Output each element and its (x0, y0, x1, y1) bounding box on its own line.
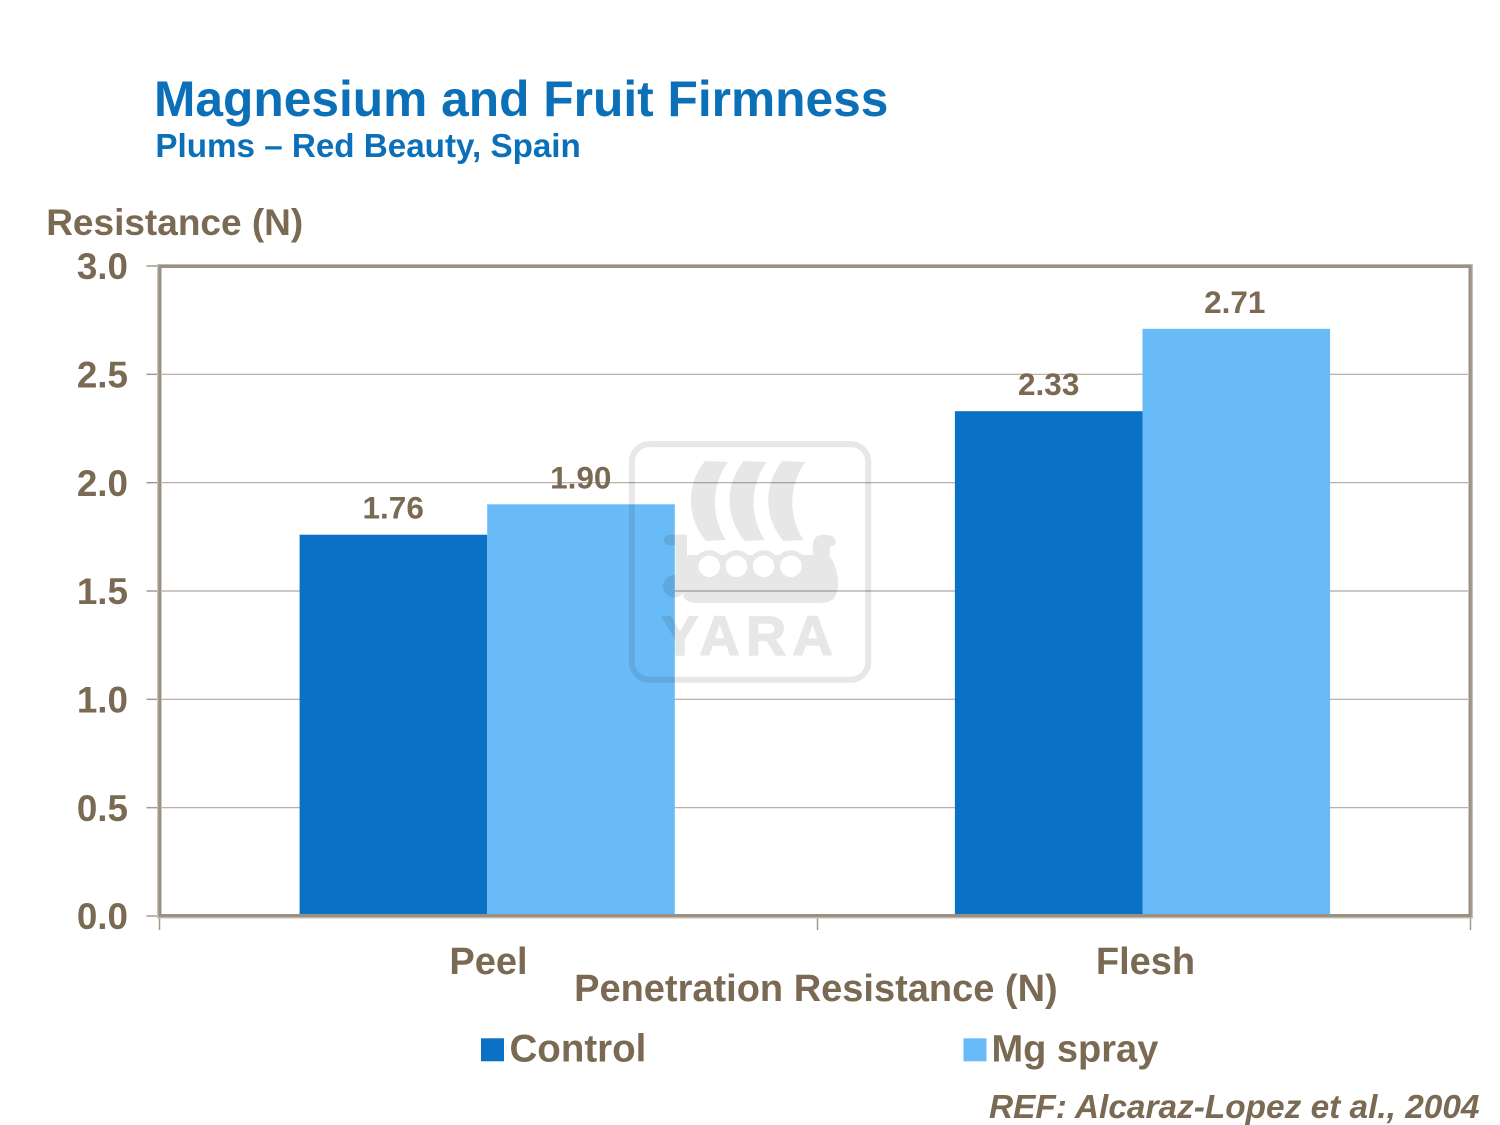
svg-text:1.90: 1.90 (550, 459, 611, 495)
svg-text:2.71: 2.71 (1204, 284, 1265, 320)
svg-text:1.5: 1.5 (77, 571, 128, 612)
svg-text:Resistance (N): Resistance (N) (46, 202, 303, 243)
svg-text:Flesh: Flesh (1096, 941, 1195, 983)
svg-text:Mg spray: Mg spray (992, 1029, 1159, 1071)
svg-text:0.5: 0.5 (77, 788, 128, 829)
svg-text:0.0: 0.0 (77, 896, 128, 937)
svg-text:2.0: 2.0 (77, 463, 128, 504)
svg-text:Control: Control (510, 1028, 647, 1071)
svg-text:Peel: Peel (449, 941, 527, 983)
svg-text:Plums – Red Beauty, Spain: Plums – Red Beauty, Spain (155, 128, 580, 165)
svg-text:YARA: YARA (661, 604, 839, 667)
svg-text:2.5: 2.5 (77, 354, 128, 395)
svg-text:Magnesium and Fruit Firmness: Magnesium and Fruit Firmness (154, 71, 888, 127)
svg-text:1.76: 1.76 (363, 490, 424, 526)
svg-text:1.0: 1.0 (77, 679, 128, 720)
svg-text:REF: Alcaraz-Lopez et al., 200: REF: Alcaraz-Lopez et al., 2004 (989, 1089, 1480, 1125)
svg-text:2.33: 2.33 (1018, 366, 1079, 402)
svg-text:Penetration Resistance (N): Penetration Resistance (N) (574, 968, 1058, 1010)
svg-text:3.0: 3.0 (77, 246, 128, 287)
